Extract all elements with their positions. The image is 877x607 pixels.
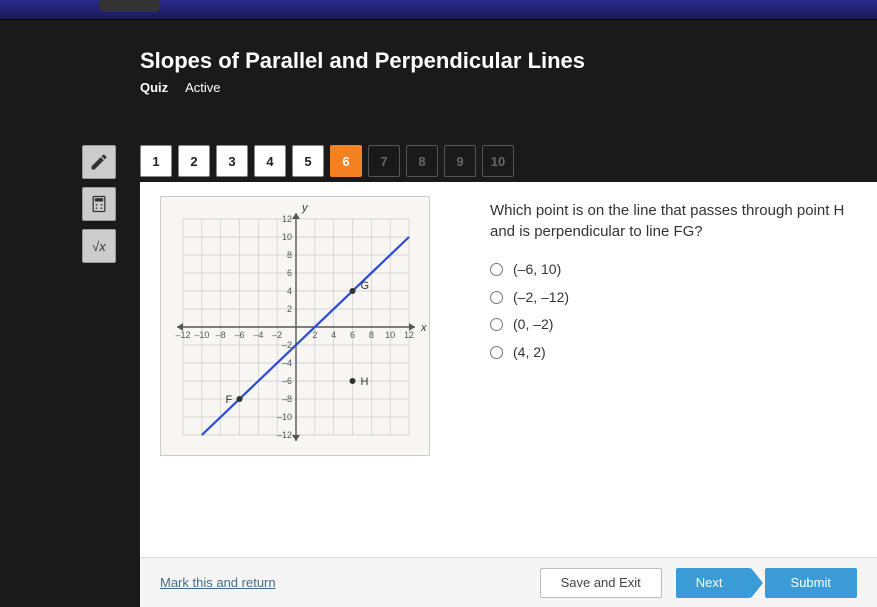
svg-text:–8: –8: [282, 394, 292, 404]
save-exit-button[interactable]: Save and Exit: [540, 568, 662, 598]
nav-question-4[interactable]: 4: [254, 145, 286, 177]
browser-chrome-bar: [0, 0, 877, 20]
mark-return-link[interactable]: Mark this and return: [160, 575, 276, 590]
answer-option-1[interactable]: (–2, –12): [490, 288, 857, 308]
answer-radio-1[interactable]: [490, 291, 503, 304]
svg-text:–4: –4: [282, 358, 292, 368]
answer-label-1: (–2, –12): [513, 288, 569, 308]
svg-text:–2: –2: [272, 330, 282, 340]
svg-text:–8: –8: [216, 330, 226, 340]
svg-text:8: 8: [369, 330, 374, 340]
svg-text:10: 10: [385, 330, 395, 340]
svg-text:8: 8: [287, 250, 292, 260]
calculator-icon: [89, 194, 109, 214]
answer-radio-0[interactable]: [490, 263, 503, 276]
next-button[interactable]: Next: [676, 568, 751, 598]
svg-text:H: H: [361, 376, 369, 388]
browser-tab: [100, 0, 160, 12]
nav-question-9: 9: [444, 145, 476, 177]
answer-radio-3[interactable]: [490, 346, 503, 359]
answer-radio-2[interactable]: [490, 318, 503, 331]
svg-text:–10: –10: [277, 412, 292, 422]
svg-text:2: 2: [287, 304, 292, 314]
answer-options: (–6, 10) (–2, –12) (0, –2) (4, 2): [490, 260, 857, 362]
calculator-tool[interactable]: [82, 187, 116, 221]
pencil-tool[interactable]: [82, 145, 116, 179]
svg-text:–4: –4: [253, 330, 263, 340]
svg-text:–10: –10: [194, 330, 209, 340]
question-area: Which point is on the line that passes t…: [450, 196, 857, 543]
svg-text:4: 4: [287, 286, 292, 296]
answer-option-0[interactable]: (–6, 10): [490, 260, 857, 280]
nav-question-6[interactable]: 6: [330, 145, 362, 177]
pencil-icon: [89, 152, 109, 172]
tool-sidebar: √x: [82, 145, 116, 263]
question-text: Which point is on the line that passes t…: [490, 200, 857, 242]
svg-text:10: 10: [282, 232, 292, 242]
answer-option-3[interactable]: (4, 2): [490, 343, 857, 363]
svg-text:–6: –6: [234, 330, 244, 340]
graph-container: –12 –10 –8 –6 –4 –2 2 4 6 8 10 12 –12 –10 –8 –6 –4 –2 2 4 6 8…: [160, 196, 450, 543]
svg-text:G: G: [361, 280, 370, 292]
svg-text:6: 6: [287, 268, 292, 278]
answer-option-2[interactable]: (0, –2): [490, 315, 857, 335]
svg-text:–2: –2: [282, 340, 292, 350]
submit-button[interactable]: Submit: [765, 568, 857, 598]
content-panel: –12 –10 –8 –6 –4 –2 2 4 6 8 10 12 –12 –10 –8 –6 –4 –2 2 4 6 8…: [140, 182, 877, 557]
question-nav: 12345678910: [140, 145, 514, 177]
svg-text:2: 2: [312, 330, 317, 340]
answer-label-0: (–6, 10): [513, 260, 561, 280]
svg-text:–6: –6: [282, 376, 292, 386]
formula-tool[interactable]: √x: [82, 229, 116, 263]
footer-bar: Mark this and return Save and Exit Next …: [140, 557, 877, 607]
svg-text:x: x: [420, 322, 427, 334]
svg-text:F: F: [226, 394, 233, 406]
nav-question-7: 7: [368, 145, 400, 177]
active-label: Active: [185, 80, 220, 95]
svg-text:12: 12: [404, 330, 414, 340]
nav-question-1[interactable]: 1: [140, 145, 172, 177]
svg-text:4: 4: [331, 330, 336, 340]
quiz-title: Slopes of Parallel and Perpendicular Lin…: [140, 48, 877, 74]
formula-icon: √x: [92, 239, 106, 254]
nav-question-3[interactable]: 3: [216, 145, 248, 177]
nav-question-8: 8: [406, 145, 438, 177]
quiz-label: Quiz: [140, 80, 168, 95]
answer-label-2: (0, –2): [513, 315, 553, 335]
nav-question-2[interactable]: 2: [178, 145, 210, 177]
nav-question-5[interactable]: 5: [292, 145, 324, 177]
answer-label-3: (4, 2): [513, 343, 546, 363]
coordinate-graph: –12 –10 –8 –6 –4 –2 2 4 6 8 10 12 –12 –10 –8 –6 –4 –2 2 4 6 8…: [160, 196, 430, 456]
svg-text:6: 6: [350, 330, 355, 340]
quiz-header: Slopes of Parallel and Perpendicular Lin…: [0, 20, 877, 103]
svg-text:y: y: [301, 202, 309, 214]
svg-text:–12: –12: [175, 330, 190, 340]
nav-question-10: 10: [482, 145, 514, 177]
svg-text:–12: –12: [277, 430, 292, 440]
svg-text:12: 12: [282, 214, 292, 224]
